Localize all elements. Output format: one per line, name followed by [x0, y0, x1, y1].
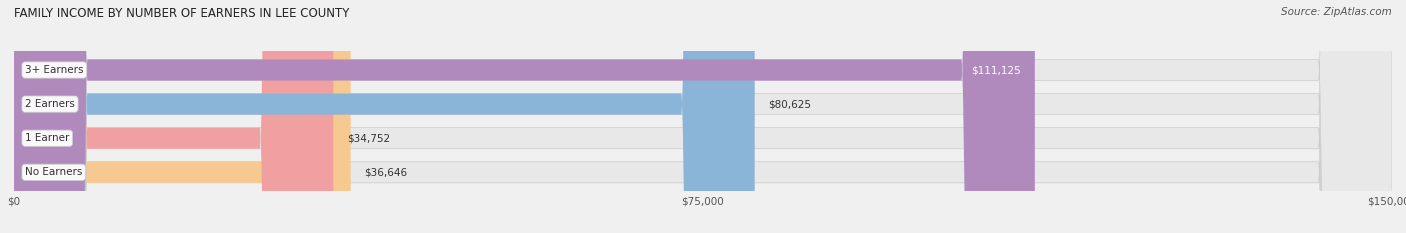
Text: FAMILY INCOME BY NUMBER OF EARNERS IN LEE COUNTY: FAMILY INCOME BY NUMBER OF EARNERS IN LE…: [14, 7, 350, 20]
FancyBboxPatch shape: [14, 0, 333, 233]
Text: 2 Earners: 2 Earners: [25, 99, 75, 109]
Text: $36,646: $36,646: [364, 167, 408, 177]
FancyBboxPatch shape: [14, 0, 1392, 233]
FancyBboxPatch shape: [14, 0, 350, 233]
FancyBboxPatch shape: [14, 0, 1392, 233]
Text: $111,125: $111,125: [972, 65, 1021, 75]
FancyBboxPatch shape: [14, 0, 1035, 233]
Text: $80,625: $80,625: [769, 99, 811, 109]
FancyBboxPatch shape: [14, 0, 1392, 233]
Text: $34,752: $34,752: [347, 133, 391, 143]
Text: 3+ Earners: 3+ Earners: [25, 65, 83, 75]
Text: No Earners: No Earners: [25, 167, 83, 177]
FancyBboxPatch shape: [14, 0, 1392, 233]
FancyBboxPatch shape: [14, 0, 755, 233]
Text: Source: ZipAtlas.com: Source: ZipAtlas.com: [1281, 7, 1392, 17]
Text: 1 Earner: 1 Earner: [25, 133, 69, 143]
